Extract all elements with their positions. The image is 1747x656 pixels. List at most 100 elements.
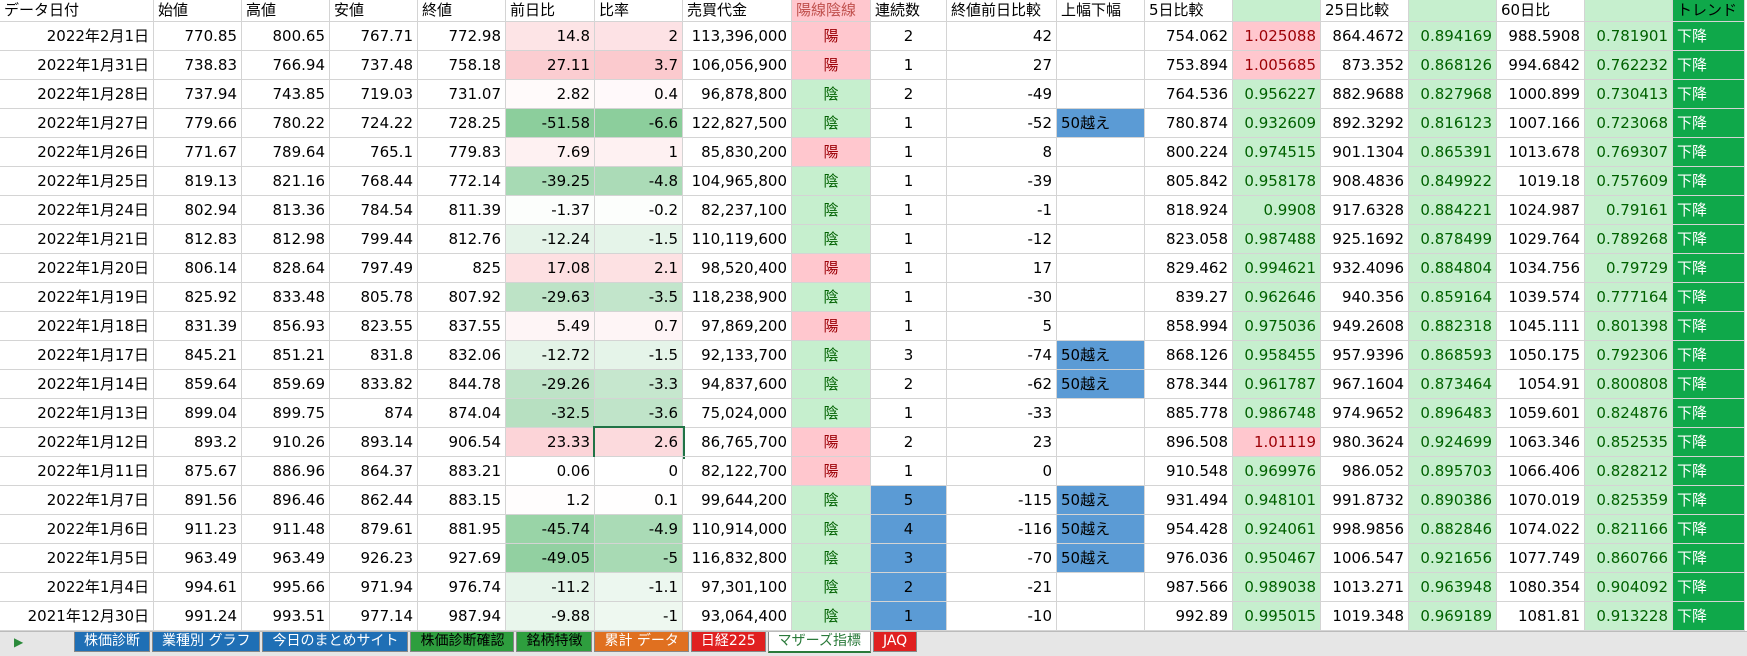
table-cell: 0.913228 [1585, 602, 1673, 631]
table-cell: 4 [871, 515, 947, 544]
table-cell: 963.49 [154, 544, 242, 573]
table-cell: 0.950467 [1233, 544, 1321, 573]
sheet-tab[interactable]: 累計 データ [594, 632, 689, 652]
sheet-tab[interactable]: 株価診断 [74, 632, 150, 652]
header-cell: 陽線陰線 [792, 0, 871, 22]
table-cell: 2.1 [595, 254, 683, 283]
table-cell: 0.986748 [1233, 399, 1321, 428]
table-cell: 99,644,200 [683, 486, 792, 515]
table-cell: 987.566 [1145, 573, 1233, 602]
sheet-tab[interactable]: 銘柄特徴 [516, 632, 593, 652]
table-cell: 754.062 [1145, 22, 1233, 51]
table-cell: 812.98 [242, 225, 330, 254]
table-cell: 2022年1月24日 [0, 196, 154, 225]
table-cell: 893.2 [154, 428, 242, 457]
table-cell: 2022年1月28日 [0, 80, 154, 109]
table-cell: 113,396,000 [683, 22, 792, 51]
table-row: 2022年1月26日 771.67 789.64 765.1 779.83 7.69 1 85… [0, 138, 1747, 167]
table-cell: 2022年1月27日 [0, 109, 154, 138]
table-cell: 27.11 [506, 51, 595, 80]
table-cell [1057, 283, 1145, 312]
table-cell: 0.995015 [1233, 602, 1321, 631]
table-cell: 0.849922 [1409, 167, 1497, 196]
table-cell: 0.890386 [1409, 486, 1497, 515]
table-cell: 陰 [792, 196, 871, 225]
sheet-tab[interactable]: 株価診断確認 [410, 632, 515, 652]
table-cell: 下降 [1673, 51, 1745, 80]
table-cell: 0.723068 [1585, 109, 1673, 138]
table-cell: 780.874 [1145, 109, 1233, 138]
table-cell: 971.94 [330, 573, 418, 602]
table-cell: 8 [947, 138, 1057, 167]
table-cell: -1.1 [595, 573, 683, 602]
table-cell: -1.5 [595, 225, 683, 254]
table-cell: 2022年1月18日 [0, 312, 154, 341]
table-cell: 陰 [792, 283, 871, 312]
table-cell: 2022年1月5日 [0, 544, 154, 573]
table-cell: 2022年1月6日 [0, 515, 154, 544]
table-cell: -74 [947, 341, 1057, 370]
table-cell: 0.865391 [1409, 138, 1497, 167]
table-cell: -29.63 [506, 283, 595, 312]
table-cell: 陽 [792, 428, 871, 457]
table-cell: 110,119,600 [683, 225, 792, 254]
table-cell: 0.895703 [1409, 457, 1497, 486]
table-cell: 831.8 [330, 341, 418, 370]
table-cell: 991.24 [154, 602, 242, 631]
table-cell: 806.14 [154, 254, 242, 283]
table-cell: 17 [947, 254, 1057, 283]
table-row: 2022年1月13日 899.04 899.75 874 874.04 -32.5 -3.6… [0, 399, 1747, 428]
table-cell: 833.48 [242, 283, 330, 312]
sheet-tab[interactable]: 日経225 [690, 632, 766, 652]
table-cell: 772.14 [418, 167, 506, 196]
sheet-tab[interactable]: JAQ [872, 632, 918, 652]
sheet-tab[interactable]: マザーズ指標 [767, 632, 871, 653]
table-cell: 772.98 [418, 22, 506, 51]
table-cell: 2 [871, 428, 947, 457]
table-cell: -0.2 [595, 196, 683, 225]
table-cell: 862.44 [330, 486, 418, 515]
table-cell: 2022年1月21日 [0, 225, 154, 254]
sheet-tab[interactable]: 今日のまとめサイト [262, 632, 409, 652]
table-cell: 882.9688 [1321, 80, 1409, 109]
table-cell: -3.6 [595, 399, 683, 428]
table-cell: 963.49 [242, 544, 330, 573]
table-cell: 50越え [1057, 515, 1145, 544]
table-cell: 829.462 [1145, 254, 1233, 283]
table-cell: 17.08 [506, 254, 595, 283]
tab-scroll[interactable]: ▶ [14, 635, 24, 649]
table-cell [1057, 457, 1145, 486]
table-cell: 1063.346 [1497, 428, 1585, 457]
table-cell: 896.46 [242, 486, 330, 515]
table-cell: 910.548 [1145, 457, 1233, 486]
table-cell: -49.05 [506, 544, 595, 573]
table-cell: 下降 [1673, 196, 1745, 225]
table-cell: 986.052 [1321, 457, 1409, 486]
table-cell: 807.92 [418, 283, 506, 312]
table-cell: 82,237,100 [683, 196, 792, 225]
table-cell: 2022年1月4日 [0, 573, 154, 602]
table-cell: 724.22 [330, 109, 418, 138]
table-cell: 976.036 [1145, 544, 1233, 573]
table-cell: 下降 [1673, 544, 1745, 573]
table-cell: 97,301,100 [683, 573, 792, 602]
table-cell: 1019.348 [1321, 602, 1409, 631]
table-cell: 974.9652 [1321, 399, 1409, 428]
table-cell: 0.948101 [1233, 486, 1321, 515]
table-cell: -4.8 [595, 167, 683, 196]
table-cell: 1 [871, 225, 947, 254]
table-cell: 992.89 [1145, 602, 1233, 631]
sheet-tab[interactable]: 業種別 グラフ [152, 632, 261, 652]
table-cell: 1029.764 [1497, 225, 1585, 254]
table-row: 2022年1月27日 779.66 780.22 724.22 728.25 -51.58… [0, 109, 1747, 138]
table-cell: 1034.756 [1497, 254, 1585, 283]
table-cell: 837.55 [418, 312, 506, 341]
table-cell: 976.74 [418, 573, 506, 602]
table-cell: -115 [947, 486, 1057, 515]
table-cell: 0.79729 [1585, 254, 1673, 283]
table-cell: 118,238,900 [683, 283, 792, 312]
table-cell: 926.23 [330, 544, 418, 573]
table-cell: 0.79161 [1585, 196, 1673, 225]
table-cell: 1080.354 [1497, 573, 1585, 602]
table-cell: 949.2608 [1321, 312, 1409, 341]
